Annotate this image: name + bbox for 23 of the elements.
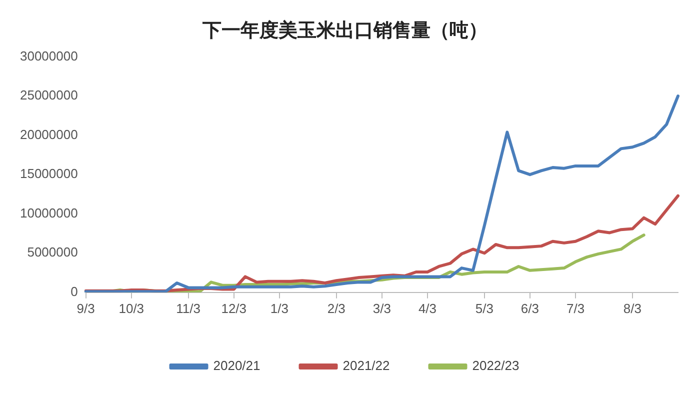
y-tick-label: 25000000	[20, 88, 78, 103]
y-tick-label: 20000000	[20, 126, 78, 142]
x-tick-label: 3/3	[372, 300, 391, 316]
x-tick-label: 7/3	[566, 300, 585, 316]
legend-label: 2020/21	[213, 358, 260, 374]
x-tick-label: 5/3	[475, 300, 494, 316]
chart-title: 下一年度美玉米出口销售量（吨）	[202, 19, 488, 42]
y-tick-label: 15000000	[20, 166, 78, 182]
x-tick-label: 11/3	[176, 300, 200, 316]
x-tick-label: 4/3	[418, 300, 437, 316]
y-tick-label: 5000000	[27, 244, 78, 260]
legend-label: 2022/23	[472, 358, 520, 374]
y-tick-label: 10000000	[20, 205, 78, 220]
x-tick-label: 1/3	[270, 300, 288, 316]
y-tick-label: 30000000	[20, 48, 78, 64]
x-tick-label: 9/3	[76, 300, 95, 316]
y-tick-label: 0	[70, 284, 78, 299]
x-tick-label: 8/3	[623, 300, 642, 316]
x-tick-label: 6/3	[520, 300, 539, 316]
legend-label: 2021/22	[342, 358, 390, 374]
x-tick-label: 12/3	[221, 300, 247, 316]
x-tick-label: 10/3	[118, 300, 144, 316]
x-tick-label: 2/3	[327, 300, 346, 316]
